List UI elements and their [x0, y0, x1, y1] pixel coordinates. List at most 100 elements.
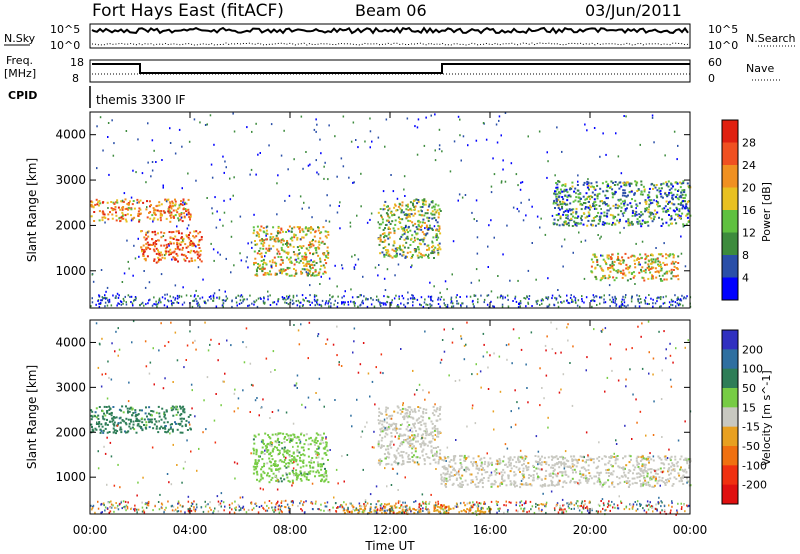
data-cell [306, 227, 309, 230]
data-cell [670, 469, 673, 472]
data-cell [646, 472, 649, 475]
data-cell [308, 461, 311, 464]
data-cell [414, 205, 417, 208]
data-cell [487, 479, 490, 482]
data-cell [584, 474, 587, 477]
data-cell [567, 460, 570, 463]
data-cell [110, 201, 113, 203]
data-cell [353, 266, 356, 269]
data-cell [377, 443, 380, 446]
data-cell [593, 201, 595, 204]
data-cell [514, 295, 517, 298]
data-cell [417, 440, 419, 443]
data-cell [317, 226, 319, 229]
data-cell [554, 473, 557, 476]
data-cell [407, 454, 410, 457]
data-cell [163, 421, 166, 424]
data-cell [500, 481, 503, 484]
data-cell [256, 470, 259, 473]
data-cell [629, 182, 632, 185]
data-cell [383, 295, 385, 298]
data-cell [401, 201, 404, 204]
data-cell [561, 150, 563, 153]
data-cell [313, 294, 316, 297]
data-cell [441, 479, 444, 482]
data-cell [630, 300, 633, 303]
data-cell [351, 296, 354, 299]
data-cell [677, 274, 679, 277]
data-cell [570, 213, 573, 216]
data-cell [428, 456, 431, 459]
data-cell [502, 460, 505, 463]
data-cell [652, 187, 654, 190]
data-cell [92, 280, 95, 283]
data-cell [437, 251, 440, 254]
data-cell [412, 202, 414, 205]
data-cell [177, 217, 180, 220]
data-cell [455, 477, 458, 480]
data-cell [267, 449, 270, 452]
data-cell [593, 127, 596, 129]
data-cell [653, 141, 655, 144]
data-cell [160, 273, 163, 276]
data-cell [620, 185, 623, 188]
data-cell [390, 435, 393, 438]
data-cell [253, 300, 255, 303]
data-cell [181, 187, 183, 190]
data-cell [634, 213, 637, 215]
data-cell [293, 251, 295, 253]
data-cell [181, 237, 184, 240]
data-cell [605, 222, 608, 225]
data-cell [455, 479, 458, 481]
data-cell [188, 212, 191, 215]
data-cell [504, 112, 507, 114]
data-cell [636, 190, 639, 192]
data-cell [317, 247, 320, 250]
data-cell [262, 244, 265, 247]
data-cell [424, 443, 427, 446]
data-cell [246, 126, 248, 129]
data-cell [511, 458, 514, 461]
data-cell [145, 181, 147, 184]
data-cell [611, 483, 614, 486]
data-cell [129, 406, 132, 409]
data-cell [153, 208, 156, 211]
data-cell [600, 254, 602, 257]
data-cell [592, 261, 595, 264]
data-cell [627, 477, 630, 480]
data-cell [499, 484, 501, 487]
data-cell [571, 458, 574, 461]
data-cell [576, 224, 578, 227]
colorbar-swatch [722, 255, 738, 278]
data-cell [453, 474, 456, 476]
data-cell [178, 242, 181, 245]
data-cell [272, 226, 275, 229]
data-cell [415, 440, 417, 443]
data-cell [575, 465, 578, 468]
data-cell [598, 459, 601, 462]
data-cell [544, 475, 547, 477]
data-cell [450, 475, 453, 477]
data-cell [340, 157, 343, 160]
data-cell [312, 228, 315, 231]
data-cell [639, 193, 642, 196]
colorbar-tick-label: 24 [742, 159, 756, 172]
data-cell [418, 221, 421, 224]
data-cell [662, 261, 665, 264]
data-cell [153, 418, 156, 421]
data-cell [678, 195, 681, 198]
data-cell [683, 296, 685, 299]
data-cell [106, 304, 109, 307]
data-cell [213, 259, 215, 262]
data-cell [624, 480, 627, 483]
data-cell [224, 160, 226, 163]
data-cell [299, 226, 301, 229]
data-cell [581, 203, 584, 206]
data-cell [256, 270, 258, 273]
data-cell [516, 207, 519, 210]
data-cell [608, 456, 611, 459]
cpid-label: CPID [8, 89, 37, 102]
data-cell [170, 213, 173, 216]
data-cell [376, 295, 378, 298]
data-cell [163, 304, 166, 307]
